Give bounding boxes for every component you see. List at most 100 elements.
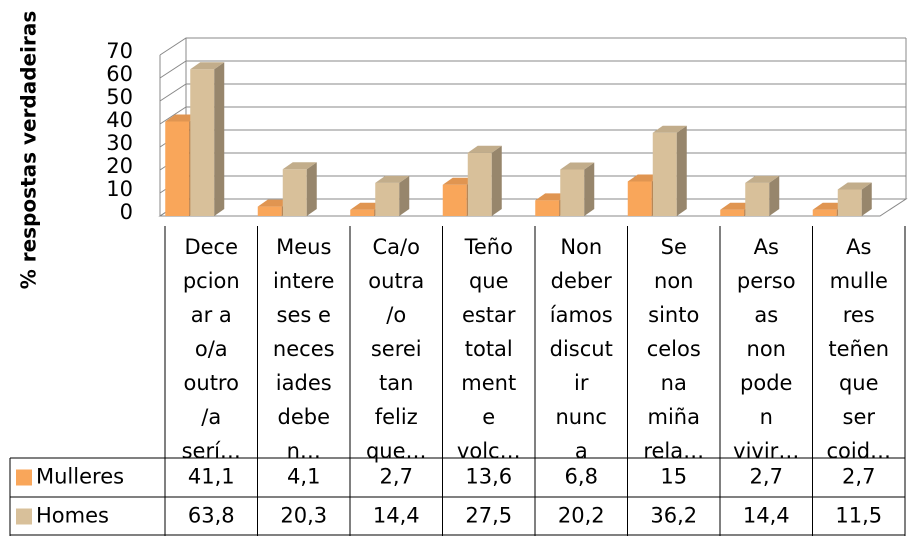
bar-face <box>837 189 862 216</box>
bar-face <box>584 162 595 216</box>
bar <box>560 162 595 216</box>
y-tick-label: 20 <box>106 154 133 178</box>
x-tick-label: ses e <box>277 303 331 327</box>
x-tick-label: neces <box>273 337 335 361</box>
bar-face <box>306 162 317 216</box>
y-tick-label: 30 <box>106 131 133 155</box>
data-label: 41,1 <box>188 465 235 489</box>
x-tick-label: coid… <box>826 439 891 463</box>
y-axis-title: % respostas verdadeiras <box>17 11 41 290</box>
x-tick-label: Teño <box>464 235 513 259</box>
x-tick-label: Dece <box>184 235 238 259</box>
x-tick-label: feliz <box>375 405 418 429</box>
x-tick-label: na <box>661 371 687 395</box>
bar <box>375 175 410 216</box>
legend-key <box>16 469 32 486</box>
x-tick-label: outro <box>184 371 239 395</box>
x-tick-label: discut <box>550 337 613 361</box>
x-tick-label: as <box>754 303 778 327</box>
x-tick-label: sinto <box>648 303 699 327</box>
data-label: 6,8 <box>565 465 598 489</box>
x-tick-label: ar a <box>191 303 232 327</box>
bar <box>467 145 502 216</box>
x-tick-label: e <box>482 405 495 429</box>
bar <box>745 175 780 216</box>
bar <box>190 62 225 217</box>
bar-face <box>720 209 745 216</box>
x-tick-label: volc… <box>457 439 521 463</box>
x-tick-label: tan <box>379 371 413 395</box>
x-tick-label: outra <box>368 269 424 293</box>
x-tick-label: As <box>846 235 871 259</box>
bar-face <box>745 182 770 216</box>
data-label: 14,4 <box>743 504 790 528</box>
x-tick-label: total <box>465 337 513 361</box>
x-tick-label: serí… <box>182 439 241 463</box>
bar-face <box>837 182 872 190</box>
bar-face <box>769 175 780 216</box>
bar-face <box>442 184 467 216</box>
x-tick-label: Se <box>661 235 687 259</box>
bar-face <box>257 206 282 216</box>
bar-face <box>190 69 215 216</box>
x-tick-label: As <box>754 235 779 259</box>
bar-face <box>560 169 585 216</box>
grid-line <box>159 60 906 79</box>
x-tick-label: nunc <box>556 405 607 429</box>
data-label: 20,2 <box>558 504 605 528</box>
grid-line <box>159 83 906 102</box>
x-tick-label: Non <box>560 235 602 259</box>
bar <box>652 125 687 216</box>
y-tick-label: 40 <box>106 108 133 132</box>
x-tick-label: ser <box>843 405 876 429</box>
x-tick-label: n <box>760 405 773 429</box>
x-tick-label: a <box>575 439 588 463</box>
y-tick-label: 0 <box>120 200 133 224</box>
bar-face <box>375 175 410 183</box>
bar-face <box>214 62 225 217</box>
data-label: 63,8 <box>188 504 235 528</box>
data-label: 2,7 <box>842 465 875 489</box>
bar-face <box>350 209 375 216</box>
x-tick-label: iades <box>276 371 332 395</box>
data-label: 2,7 <box>750 465 783 489</box>
bar <box>282 162 317 216</box>
data-label: 36,2 <box>650 504 697 528</box>
bar-face <box>282 162 317 170</box>
y-tick-label: 50 <box>106 85 133 109</box>
data-label: 13,6 <box>465 465 512 489</box>
x-tick-label: intere <box>273 269 334 293</box>
data-label: 11,5 <box>835 504 882 528</box>
x-tick-label: debe <box>278 405 331 429</box>
data-label: 15 <box>660 465 687 489</box>
grid-line <box>159 175 906 194</box>
data-label: 27,5 <box>465 504 512 528</box>
x-tick-label: o/a <box>195 337 228 361</box>
x-tick-label: estar <box>462 303 516 327</box>
bar-face <box>812 209 837 216</box>
x-tick-label: n… <box>287 439 321 463</box>
bar <box>837 182 872 216</box>
x-tick-label: celos <box>647 337 701 361</box>
x-tick-label: non <box>654 269 693 293</box>
bar-face <box>652 125 687 133</box>
x-tick-label: /o <box>386 303 406 327</box>
x-tick-label: vivir… <box>733 439 799 463</box>
bar-face <box>491 145 502 216</box>
data-label: 20,3 <box>280 504 327 528</box>
data-label: 14,4 <box>373 504 420 528</box>
y-tick-label: 70 <box>106 39 133 63</box>
x-tick-label: que… <box>366 439 427 463</box>
bar-face <box>676 125 687 216</box>
x-tick-label: miña <box>648 405 700 429</box>
x-tick-label: res <box>843 303 875 327</box>
bar-face <box>190 62 225 70</box>
x-tick-label: teñen <box>828 337 889 361</box>
x-tick-label: Ca/o <box>373 235 420 259</box>
legend-label: Mulleres <box>36 465 124 489</box>
bar-face <box>627 181 652 216</box>
bar-face <box>399 175 410 216</box>
x-tick-label: serei <box>371 337 422 361</box>
bar-face <box>165 121 190 216</box>
